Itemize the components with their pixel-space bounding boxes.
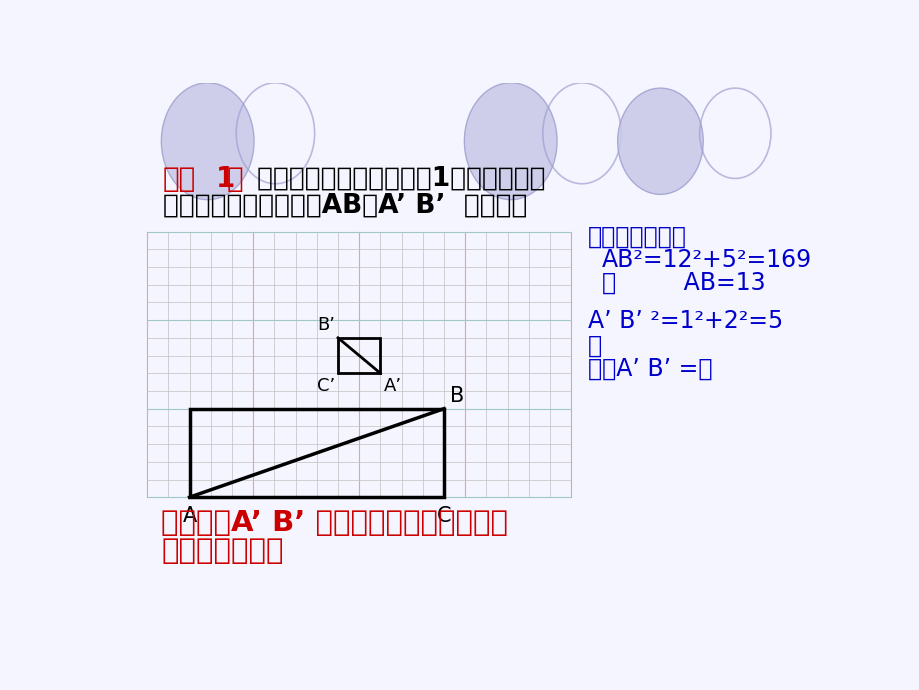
Text: 由勾股定理可知: 由勾股定理可知	[587, 225, 686, 249]
Text: ，         AB=13: ， AB=13	[601, 271, 765, 295]
Text: A’ B’ ²=1²+2²=5: A’ B’ ²=1²+2²=5	[587, 310, 782, 333]
Ellipse shape	[464, 83, 557, 199]
Text: 问题: 问题	[163, 165, 196, 193]
Text: C’: C’	[316, 377, 335, 395]
Text: B: B	[449, 386, 464, 406]
Text: A’: A’	[383, 377, 402, 395]
Text: 如何得到A’ B’ 的值呢？本节课我们就来: 如何得到A’ B’ 的值呢？本节课我们就来	[162, 509, 508, 538]
Text: 出两个长方形的对角线AB、A’ B’  的长吗？: 出两个长方形的对角线AB、A’ B’ 的长吗？	[163, 193, 527, 219]
Text: A: A	[182, 506, 197, 526]
Text: ：: ：	[226, 165, 243, 193]
Ellipse shape	[617, 88, 702, 195]
Text: AB²=12²+5²=169: AB²=12²+5²=169	[601, 248, 811, 272]
Text: 讨论这个问题。: 讨论这个问题。	[162, 537, 284, 565]
Text: C: C	[437, 506, 451, 526]
Text: 设图中的小方格的边长为1，你能分别说: 设图中的小方格的边长为1，你能分别说	[248, 166, 545, 192]
Text: B’: B’	[316, 316, 335, 334]
Text: 1: 1	[216, 165, 234, 193]
Text: 那么A’ B’ =？: 那么A’ B’ =？	[587, 357, 711, 382]
Ellipse shape	[161, 83, 254, 199]
Text: ，: ，	[587, 334, 601, 358]
